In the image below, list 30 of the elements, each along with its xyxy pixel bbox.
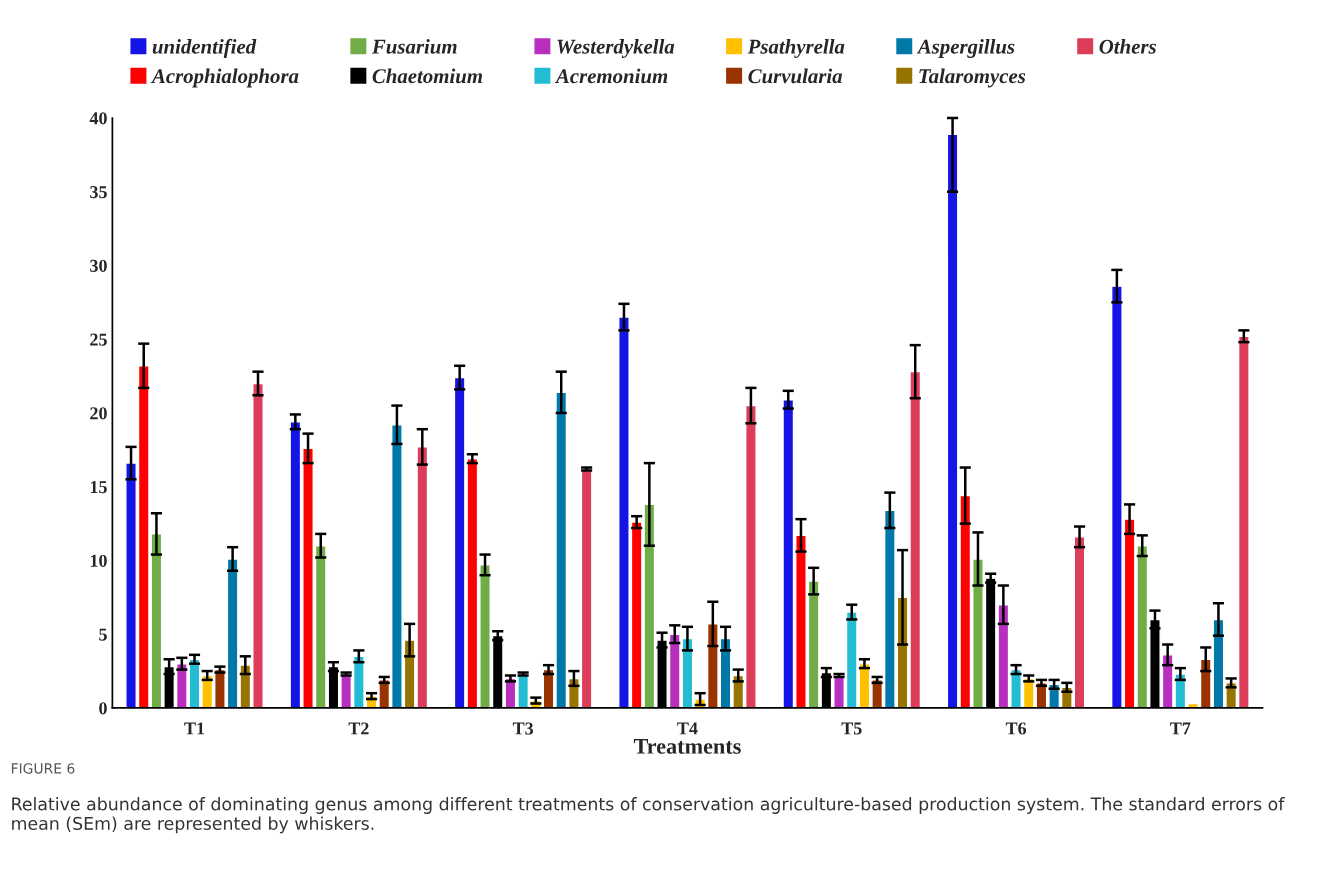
y-tick-label: 5 — [99, 628, 107, 641]
y-tick-label: 15 — [90, 481, 107, 494]
y-tick-label: 30 — [90, 259, 107, 272]
x-axis-title: Treatments — [633, 739, 741, 754]
text: Relative abundance of dominating genus among different treatments of conservation agriculture-based production system. The standard errors of mean (SEm) are represented by whiskers. — [12, 797, 1285, 834]
y-tick-label: 35 — [90, 186, 107, 199]
x-tick-label: T3 — [512, 722, 534, 735]
y-tick-label: 25 — [90, 333, 107, 346]
legend-label: Others — [1099, 39, 1156, 54]
legend-label: Acremonium — [554, 68, 668, 84]
legend-label: Fusarium — [371, 39, 457, 54]
legend-label: Aspergillus — [916, 39, 1015, 58]
x-tick-label: T2 — [348, 722, 369, 735]
legend-label: Psathyrella — [747, 39, 845, 58]
legend-label: Talaromyces — [919, 68, 1026, 88]
x-tick-label: T6 — [1005, 722, 1027, 735]
x-tick-label: T1 — [184, 722, 205, 735]
caption: FIGURE 6 — [11, 763, 75, 774]
legend-label: Acrophialophora — [150, 68, 299, 88]
y-tick-label: 0 — [99, 702, 107, 715]
x-tick-label: T5 — [841, 722, 862, 735]
x-tick-label: T4 — [677, 722, 698, 735]
y-tick-label: 40 — [89, 112, 107, 125]
y-tick-label: 10 — [90, 554, 107, 567]
legend-label: Curvularia — [748, 68, 843, 84]
legend-label: Chaetomium — [372, 68, 483, 84]
legend-label: unidentified — [152, 38, 257, 58]
y-tick-label: 20 — [90, 407, 107, 420]
x-tick-label: T7 — [1170, 722, 1191, 735]
legend-label: Westerdykella — [557, 39, 675, 58]
